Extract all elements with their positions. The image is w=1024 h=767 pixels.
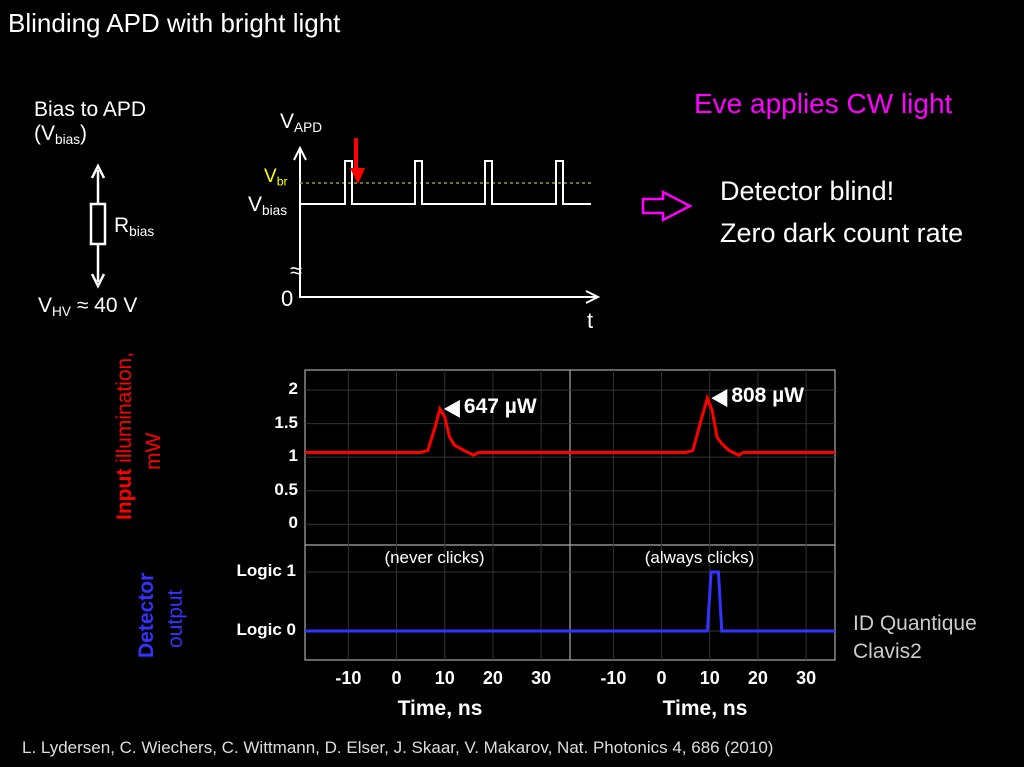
- x-tick-label: -10: [600, 668, 627, 688]
- x-tick-label: 20: [747, 668, 768, 688]
- logic-tick-label: Logic 1: [236, 561, 296, 580]
- resistor-label: Rbias: [114, 214, 155, 240]
- result-line-1: Detector blind!: [720, 176, 895, 206]
- peak-power-label: 647 µW: [463, 394, 537, 418]
- y-tick-label: 1.5: [274, 412, 298, 432]
- x-tick-label: -10: [335, 668, 362, 688]
- output-trace: [570, 570, 835, 633]
- gate-pulses: [300, 160, 591, 205]
- click-annotation: (never clicks): [384, 548, 485, 567]
- peak-power-label: 808 µW: [731, 384, 805, 408]
- citation: L. Lydersen, C. Wiechers, C. Wittmann, D…: [22, 738, 774, 757]
- x-tick-label: 10: [434, 668, 455, 688]
- slide-title: Blinding APD with bright light: [8, 8, 341, 38]
- result-line-2: Zero dark count rate: [720, 218, 964, 248]
- vbias-label: Vbias: [248, 193, 288, 219]
- x-tick-label: 30: [796, 668, 817, 688]
- bias-label: Bias to APD (Vbias): [34, 98, 147, 148]
- axis-break: ≈: [290, 258, 303, 283]
- eve-heading: Eve applies CW light: [694, 88, 953, 119]
- x-tick-label: 0: [391, 668, 402, 688]
- y-tick-label: 0: [288, 513, 298, 533]
- y-tick-label: 0.5: [274, 479, 298, 499]
- detector-axis-label: Detector output: [135, 572, 187, 658]
- vapd-label: VAPD: [280, 110, 323, 136]
- input-trace: [305, 405, 570, 457]
- click-annotation: (always clicks): [644, 548, 755, 567]
- plots: [304, 369, 836, 661]
- zero-label: 0: [281, 286, 294, 311]
- timing-diagram: [293, 138, 601, 304]
- implies-arrow-icon: [641, 189, 693, 223]
- logic-tick-label: Logic 0: [236, 620, 296, 639]
- x-axis-title: Time, ns: [662, 697, 748, 720]
- t-label: t: [587, 308, 594, 333]
- vbr-label: Vbr: [264, 166, 288, 189]
- input-trace: [570, 393, 835, 457]
- resistor-icon: [89, 202, 107, 246]
- x-tick-label: 10: [699, 668, 720, 688]
- x-axis-title: Time, ns: [397, 697, 483, 720]
- hv-label: VHV ≈ 40 V: [38, 294, 138, 320]
- pointer-triangle-icon: [711, 389, 728, 408]
- x-tick-label: 30: [531, 668, 552, 688]
- x-tick-label: 0: [656, 668, 667, 688]
- y-tick-label: 1: [288, 446, 298, 466]
- x-tick-label: 20: [482, 668, 503, 688]
- y-tick-label: 2: [288, 379, 298, 399]
- device-label: ID Quantique Clavis2: [853, 612, 977, 663]
- pointer-triangle-icon: [443, 399, 460, 418]
- bias-circuit: [89, 163, 107, 289]
- red-arrow-icon: [350, 168, 365, 184]
- input-axis-label: Input illumination, mW: [113, 351, 165, 520]
